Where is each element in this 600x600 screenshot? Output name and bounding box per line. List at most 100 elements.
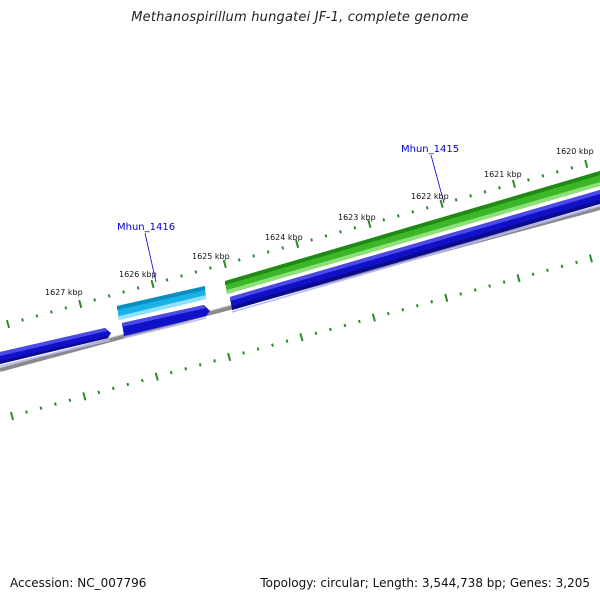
inner-major-tick bbox=[444, 293, 449, 302]
inner-major-tick bbox=[299, 333, 304, 342]
inner-minor-tick bbox=[401, 307, 405, 312]
cds-feature[interactable] bbox=[122, 305, 210, 336]
inner-minor-tick bbox=[25, 410, 28, 414]
outer-minor-tick bbox=[382, 218, 386, 222]
outer-minor-tick bbox=[281, 246, 285, 250]
inner-minor-tick bbox=[169, 370, 173, 375]
inner-minor-tick bbox=[242, 351, 245, 355]
inner-minor-tick bbox=[314, 331, 318, 335]
outer-minor-tick bbox=[21, 318, 24, 322]
inner-minor-tick bbox=[68, 398, 72, 402]
tick-label: 1620 kbp bbox=[556, 147, 594, 156]
inner-major-tick bbox=[9, 411, 15, 421]
inner-major-tick bbox=[154, 372, 159, 381]
inner-minor-tick bbox=[459, 292, 463, 296]
cds-track bbox=[0, 190, 600, 367]
gene-track bbox=[117, 171, 600, 320]
inner-minor-tick bbox=[546, 268, 549, 272]
outer-minor-tick bbox=[107, 294, 111, 298]
gene-label-mhun-1415[interactable]: Mhun_1415 bbox=[401, 144, 459, 155]
outer-tick-track bbox=[5, 159, 589, 329]
gene-callout-line bbox=[144, 232, 157, 283]
inner-tick-track bbox=[9, 254, 593, 421]
outer-minor-tick bbox=[555, 170, 559, 174]
accession-info: Accession: NC_007796 bbox=[10, 576, 146, 590]
tick-label: 1626 kbp bbox=[119, 270, 157, 279]
outer-minor-tick bbox=[469, 194, 472, 198]
outer-minor-tick bbox=[64, 306, 68, 310]
outer-minor-tick bbox=[266, 250, 270, 254]
tick-label: 1627 kbp bbox=[45, 288, 83, 297]
outer-minor-tick bbox=[180, 274, 183, 278]
outer-minor-tick bbox=[353, 226, 357, 230]
inner-minor-tick bbox=[271, 343, 274, 347]
outer-major-tick bbox=[78, 299, 83, 309]
outer-minor-tick bbox=[483, 190, 487, 194]
inner-minor-tick bbox=[415, 304, 419, 308]
tick-label: 1625 kbp bbox=[192, 252, 230, 261]
inner-major-tick bbox=[227, 352, 232, 362]
inner-minor-tick bbox=[198, 363, 202, 367]
inner-minor-tick bbox=[111, 386, 115, 391]
tick-label: 1624 kbp bbox=[265, 233, 303, 242]
inner-minor-tick bbox=[430, 300, 434, 304]
inner-minor-tick bbox=[358, 319, 361, 324]
tick-label: 1622 kbp bbox=[411, 192, 449, 201]
inner-minor-tick bbox=[386, 311, 390, 316]
outer-minor-tick bbox=[339, 230, 342, 234]
outer-major-tick bbox=[439, 199, 444, 208]
accession-value: NC_007796 bbox=[77, 576, 147, 590]
inner-minor-tick bbox=[343, 323, 347, 328]
outer-major-tick bbox=[150, 279, 155, 289]
accession-label: Accession: bbox=[10, 576, 74, 590]
inner-minor-tick bbox=[560, 264, 564, 269]
outer-minor-tick bbox=[209, 266, 212, 270]
inner-major-tick bbox=[82, 392, 87, 401]
outer-minor-tick bbox=[541, 174, 545, 178]
page-title: Methanospirillum hungatei JF-1, complete… bbox=[131, 10, 469, 25]
inner-minor-tick bbox=[531, 272, 535, 276]
inner-minor-tick bbox=[256, 347, 260, 351]
gene-callout-line bbox=[430, 154, 445, 204]
inner-minor-tick bbox=[39, 406, 43, 410]
topology-info: Topology: circular; Length: 3,544,738 bp… bbox=[260, 576, 590, 590]
tick-label: 1623 kbp bbox=[338, 213, 376, 222]
tick-label: 1621 kbp bbox=[484, 170, 522, 179]
inner-minor-tick bbox=[126, 382, 130, 387]
outer-major-tick bbox=[295, 239, 300, 249]
outer-minor-tick bbox=[454, 198, 458, 202]
outer-minor-tick bbox=[252, 254, 256, 258]
outer-major-tick bbox=[367, 219, 372, 228]
inner-major-tick bbox=[371, 313, 376, 322]
inner-minor-tick bbox=[140, 378, 144, 383]
inner-minor-tick bbox=[213, 359, 216, 363]
inner-minor-tick bbox=[184, 367, 188, 371]
outer-major-tick bbox=[584, 159, 589, 168]
outer-minor-tick bbox=[194, 270, 198, 274]
outer-minor-tick bbox=[35, 314, 39, 318]
outer-minor-tick bbox=[310, 238, 313, 242]
outer-minor-tick bbox=[50, 310, 53, 314]
outer-minor-tick bbox=[396, 214, 400, 218]
outer-minor-tick bbox=[324, 234, 328, 238]
outer-minor-tick bbox=[425, 206, 429, 210]
scale-labels: 1620 kbp 1621 kbp 1622 kbp 1623 kbp 1624… bbox=[45, 147, 594, 297]
inner-minor-tick bbox=[329, 327, 332, 332]
inner-minor-tick bbox=[54, 402, 57, 406]
gene-label-mhun-1416[interactable]: Mhun_1416 bbox=[117, 222, 175, 233]
outer-minor-tick bbox=[122, 290, 125, 294]
inner-minor-tick bbox=[285, 339, 289, 343]
inner-major-tick bbox=[588, 254, 593, 263]
outer-minor-tick bbox=[411, 210, 415, 214]
inner-minor-tick bbox=[488, 284, 491, 288]
outer-minor-tick bbox=[136, 286, 140, 290]
inner-minor-tick bbox=[473, 288, 477, 292]
outer-minor-tick bbox=[527, 178, 530, 182]
inner-minor-tick bbox=[502, 280, 506, 284]
outer-minor-tick bbox=[165, 278, 169, 282]
outer-major-tick bbox=[222, 259, 227, 269]
outer-minor-tick bbox=[237, 258, 241, 262]
outer-minor-tick bbox=[570, 166, 574, 170]
